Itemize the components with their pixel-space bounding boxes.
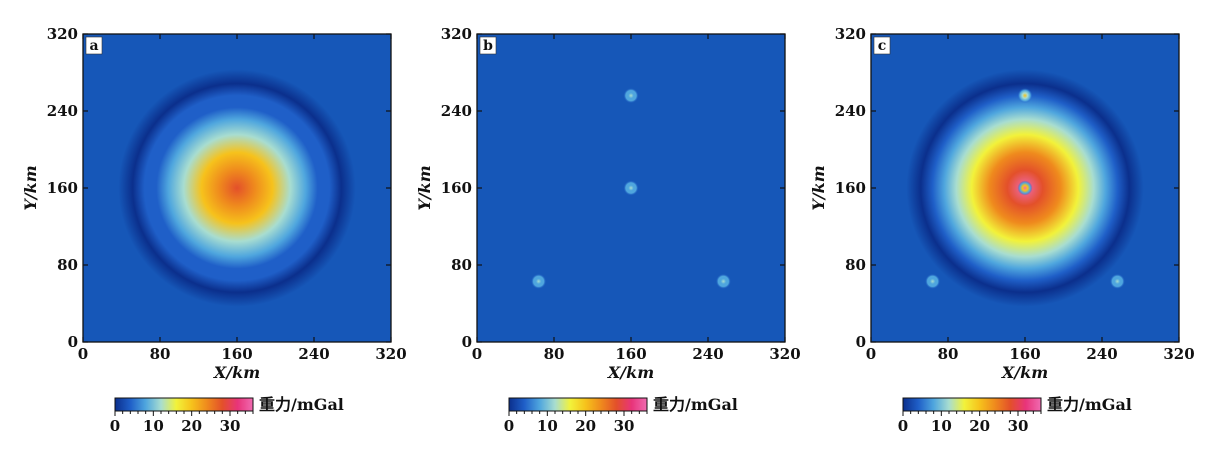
panel-b: 0 80 160 240 320 0 80 160 240 320 b X/km Y/km 0 10… [415,25,801,435]
panel-c: 0 80 160 240 320 0 80 160 240 320 c X/km Y/km 0 10… [809,25,1195,435]
x-tick-label: 160 [615,345,646,363]
x-axis-title: X/km [1001,363,1048,382]
y-tick-label: 0 [68,333,78,351]
x-tick-label: 320 [1163,345,1194,363]
panel-a: 0 80 160 240 320 0 80 160 240 320 a X/km Y/km 0 10… [21,25,407,435]
x-tick-label: 80 [938,345,959,363]
y-tick-label: 0 [462,333,472,351]
point-anomaly [1109,273,1125,289]
colorbar-tick-label: 10 [931,417,952,435]
x-tick-label: 240 [298,345,329,363]
point-anomaly [623,180,639,196]
anomaly-layer [118,69,356,307]
panel-label-background [85,36,103,55]
y-tick-label: 320 [47,25,78,43]
colorbar-tick-label: 20 [969,417,990,435]
y-tick-label: 80 [845,256,866,274]
colorbar: 0 10 20 30 [898,397,1042,435]
colorbar-gradient [902,397,1042,412]
y-axis-title: Y/km [415,165,434,210]
panel-label-box: c [873,36,891,55]
broad-anomaly [118,69,356,307]
y-tick-label: 0 [856,333,866,351]
y-tick-label: 80 [451,256,472,274]
panel-label-background [873,36,891,55]
x-tick-label: 80 [150,345,171,363]
axis-ticks: 0 80 160 240 320 0 80 160 240 320 [835,25,1195,363]
y-tick-label: 240 [441,102,472,120]
x-tick-label: 240 [1086,345,1117,363]
panel-label-box: a [85,36,103,55]
x-tick-label: 320 [769,345,800,363]
colorbar-tick-label: 10 [537,417,558,435]
colorbar-unit-label: 重力/mGal [653,395,738,414]
y-tick-label: 80 [57,256,78,274]
colorbar-tick-label: 20 [181,417,202,435]
point-anomaly [531,273,547,289]
colorbar: 0 10 20 30 [504,397,648,435]
point-anomaly [623,88,639,104]
colorbar-tick-label: 0 [110,417,120,435]
y-axis-title: Y/km [809,165,828,210]
x-tick-label: 0 [866,345,876,363]
point-anomaly [1017,88,1033,104]
y-tick-label: 160 [47,179,78,197]
point-anomaly [925,273,941,289]
x-axis-title: X/km [607,363,654,382]
panel-label-background [479,36,497,55]
x-tick-label: 160 [1009,345,1040,363]
panel-label: a [89,38,98,54]
y-tick-label: 320 [835,25,866,43]
anomaly-layer [531,88,731,289]
y-tick-label: 240 [47,102,78,120]
colorbar-unit-label: 重力/mGal [259,395,344,414]
colorbar-gradient [508,397,648,412]
y-axis-title: Y/km [21,165,40,210]
colorbar-tick-label: 30 [220,417,241,435]
colorbar-unit-label: 重力/mGal [1047,395,1132,414]
panel-label-box: b [479,36,497,55]
colorbar-tick-label: 0 [504,417,514,435]
point-anomaly [715,273,731,289]
y-tick-label: 160 [835,179,866,197]
panel-label: b [483,38,493,54]
x-tick-label: 160 [221,345,252,363]
point-anomaly [1017,180,1033,196]
axis-ticks: 0 80 160 240 320 0 80 160 240 320 [441,25,801,363]
x-tick-label: 0 [472,345,482,363]
colorbar-tick-label: 0 [898,417,908,435]
y-tick-label: 240 [835,102,866,120]
x-tick-label: 320 [375,345,406,363]
y-tick-label: 160 [441,179,472,197]
y-tick-label: 320 [441,25,472,43]
colorbar: 0 10 20 30 [110,397,254,435]
panel-label: c [878,38,887,54]
anomaly-layer [906,69,1144,307]
colorbar-tick-label: 10 [143,417,164,435]
colorbar-tick-label: 20 [575,417,596,435]
axis-ticks: 0 80 160 240 320 0 80 160 240 320 [47,25,407,363]
x-axis-title: X/km [213,363,260,382]
x-tick-label: 0 [78,345,88,363]
x-tick-label: 80 [544,345,565,363]
colorbar-gradient [114,397,254,412]
x-tick-label: 240 [692,345,723,363]
colorbar-tick-label: 30 [614,417,635,435]
colorbar-tick-label: 30 [1008,417,1029,435]
